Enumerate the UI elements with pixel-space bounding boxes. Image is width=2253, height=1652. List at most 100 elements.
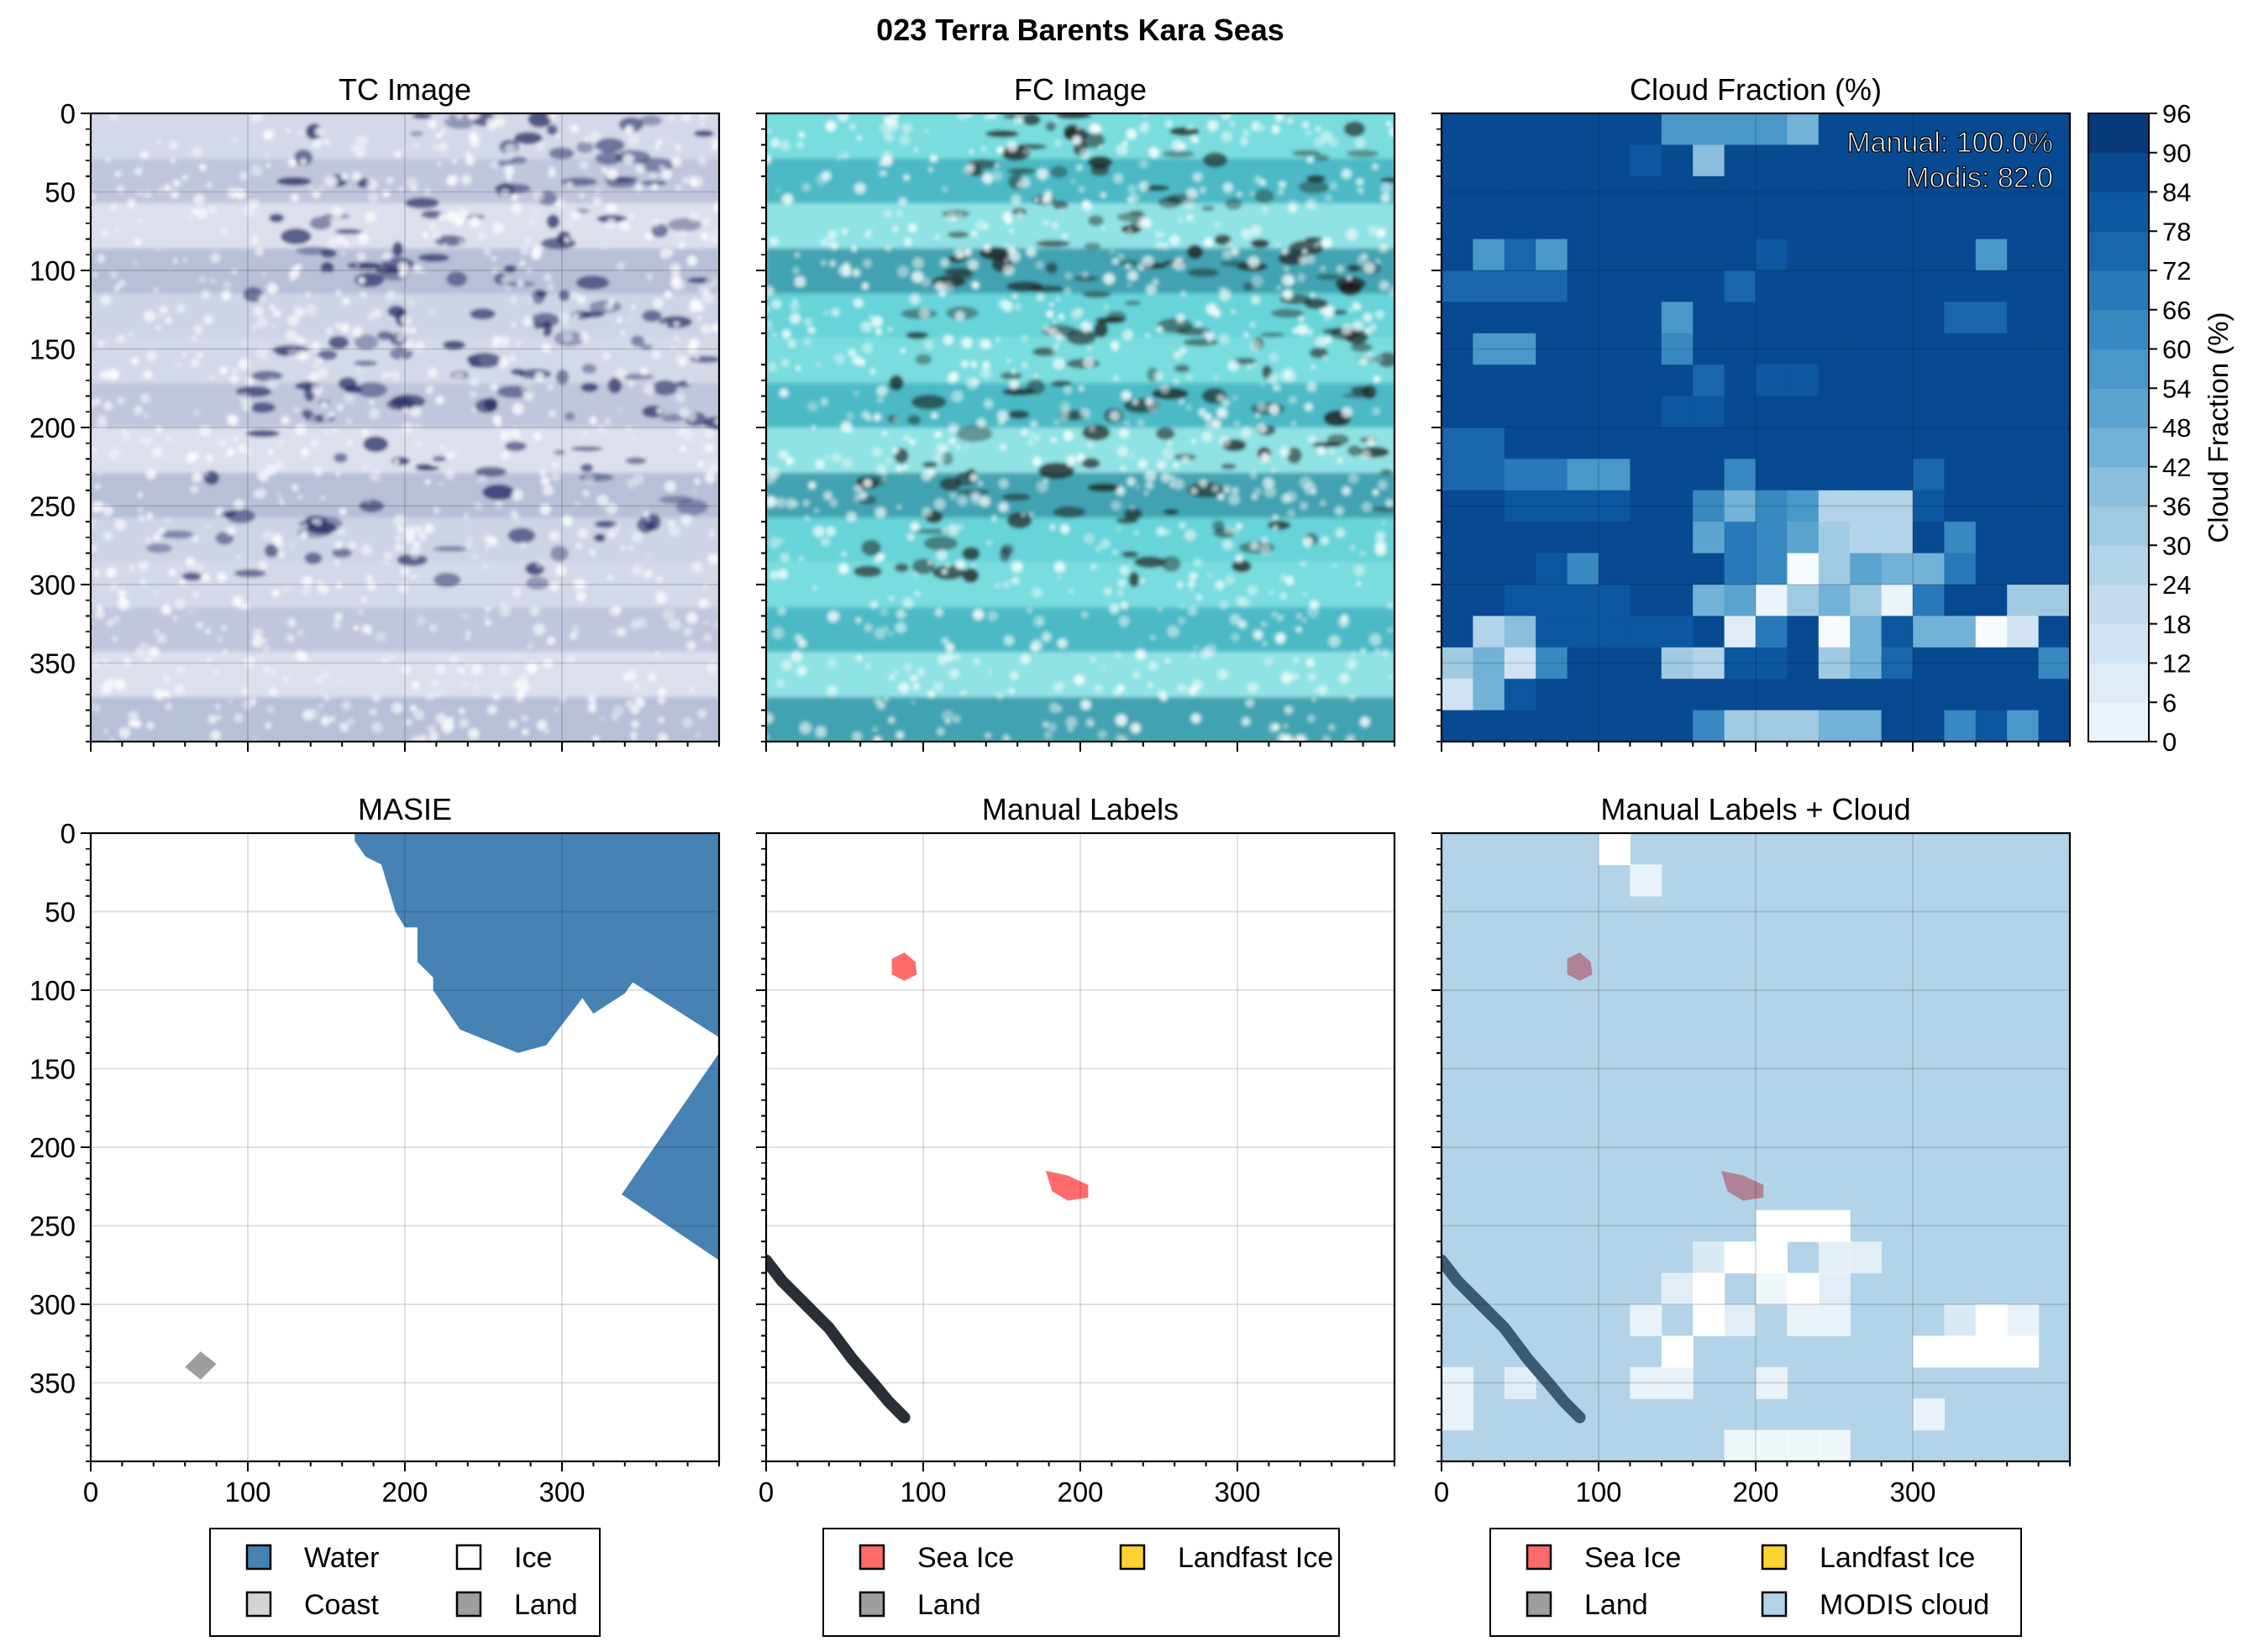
tc-dark-patch: [469, 360, 482, 368]
fc-cloud-puff: [1321, 130, 1332, 143]
tc-cloud-puff: [262, 530, 273, 541]
tc-cloud-puff: [242, 700, 253, 711]
fc-cloud-puff: [865, 663, 871, 669]
tc-cloud-puff: [511, 202, 523, 214]
heatmap-cell: [1975, 113, 2008, 145]
fc-cloud-puff: [1243, 332, 1249, 338]
tc-cloud-puff: [656, 576, 663, 582]
fc-cloud-puff: [1259, 179, 1266, 186]
tc-cloud-puff: [620, 545, 626, 550]
fc-cloud-puff: [1221, 113, 1232, 120]
tc-cloud-puff: [307, 185, 313, 191]
tc-cloud-puff: [317, 367, 328, 379]
tc-cloud-puff: [612, 705, 624, 717]
tc-dark-patch: [546, 124, 558, 136]
tc-cloud-puff: [190, 485, 199, 494]
tc-cloud-puff: [533, 210, 538, 216]
fc-cloud-puff: [1126, 477, 1136, 486]
tc-cloud-puff: [645, 273, 654, 281]
tc-cloud-puff: [129, 565, 134, 572]
fc-cloud-puff: [995, 337, 1000, 343]
tc-cloud-puff: [171, 191, 179, 198]
fc-cloud-puff: [1320, 265, 1326, 272]
fc-cloud-puff: [1346, 658, 1358, 670]
fc-cloud-puff: [948, 423, 958, 433]
tc-cloud-puff: [579, 160, 589, 170]
heatmap-cell: [1787, 302, 1820, 334]
heatmap-cell: [1567, 459, 1599, 491]
heatmap-cell: [1442, 427, 1473, 459]
fc-cloud-puff: [1267, 373, 1279, 385]
tc-cloud-puff: [93, 660, 99, 666]
heatmap-cell: [1787, 679, 1820, 711]
tc-cloud-puff: [696, 733, 701, 737]
fc-cloud-puff: [1250, 339, 1262, 351]
legend-swatch: [1526, 1591, 1552, 1618]
fc-cloud-puff: [1049, 524, 1056, 531]
heatmap-cell: [1630, 616, 1662, 648]
heatmap-cell: [1630, 679, 1662, 711]
tc-cloud-puff: [242, 602, 249, 610]
tc-cloud-puff: [626, 224, 632, 230]
heatmap-cell: [1881, 396, 1914, 428]
fc-cloud-puff: [831, 307, 840, 317]
tc-cloud-puff: [616, 317, 622, 323]
heatmap-cell: [1850, 647, 1883, 679]
legend-frame: [822, 1528, 1340, 1637]
fc-cloud-puff: [1126, 228, 1132, 234]
tc-cloud-puff: [352, 326, 364, 338]
fc-cloud-puff: [943, 283, 949, 290]
tc-cloud-puff: [146, 351, 157, 362]
tc-cloud-puff: [520, 245, 530, 256]
tc-cloud-puff: [121, 428, 128, 435]
fc-cloud-puff: [1250, 191, 1255, 196]
fc-cloud-puff: [1004, 635, 1015, 646]
fc-cloud-puff: [949, 669, 960, 679]
fc-cloud-puff: [1053, 319, 1058, 324]
tc-cloud-puff: [485, 606, 491, 611]
tc-cloud-puff: [390, 370, 401, 381]
heatmap-cell: [1975, 270, 2008, 302]
heatmap-cell: [2038, 396, 2070, 428]
heatmap-cell: [1630, 396, 1662, 428]
tc-cloud-puff: [145, 469, 156, 480]
fc-cloud-puff: [1139, 578, 1145, 584]
tc-cloud-puff: [618, 406, 622, 412]
fc-cloud-puff: [1253, 487, 1262, 496]
heatmap-cell: [1850, 710, 1883, 742]
heatmap-cell: [1724, 113, 1757, 145]
tc-dark-patch: [397, 553, 428, 567]
fc-dark-patch: [911, 394, 947, 410]
tc-dark-patch: [246, 429, 281, 438]
tc-cloud-puff: [320, 401, 328, 408]
tc-dark-patch: [475, 466, 507, 477]
fc-cloud-puff: [969, 360, 978, 369]
fc-cloud-puff: [1235, 422, 1239, 426]
legend-item: Landfast Ice: [1761, 1542, 1975, 1574]
tc-cloud-puff: [332, 620, 341, 629]
heatmap-cell: [1850, 302, 1883, 334]
heatmap-cell: [1724, 522, 1757, 554]
fc-cloud-puff: [906, 533, 915, 542]
fc-cloud-puff: [1078, 385, 1084, 391]
heatmap-cell: [1504, 396, 1536, 428]
tc-cloud-puff: [681, 716, 693, 728]
fc-cloud-puff: [947, 523, 959, 536]
tc-cloud-puff: [707, 553, 719, 565]
fc-cloud-puff: [1189, 124, 1195, 130]
fc-cloud-puff: [1216, 394, 1225, 402]
fc-cloud-puff: [1273, 383, 1281, 391]
fc-cloud-puff: [812, 525, 825, 538]
heatmap-cell: [1442, 364, 1473, 397]
tc-cloud-puff: [409, 327, 417, 334]
fc-cloud-puff: [964, 446, 969, 450]
tc-cloud-puff: [164, 702, 172, 711]
tc-dark-patch: [415, 463, 433, 470]
heatmap-cell: [1504, 364, 1536, 397]
tc-cloud-puff: [192, 336, 197, 341]
clear-sky-cell: [2007, 1304, 2040, 1336]
colorbar-tick-label: 12: [2162, 649, 2191, 679]
tc-cloud-puff: [291, 484, 299, 491]
heatmap-cell: [1693, 616, 1725, 648]
heatmap-cell: [1504, 427, 1536, 459]
